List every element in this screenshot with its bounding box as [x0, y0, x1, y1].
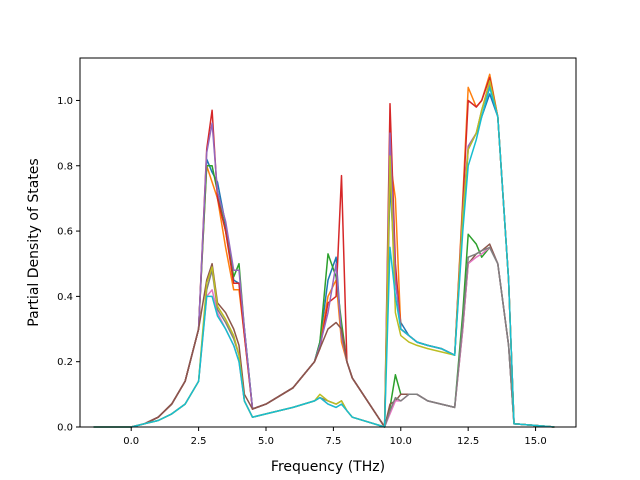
y-tick-label: 0.2: [57, 357, 73, 368]
x-tick-label: 2.5: [191, 436, 207, 447]
series-line-3: [93, 165, 555, 428]
y-tick-label: 0.0: [57, 423, 73, 434]
plot-lines: [93, 73, 555, 428]
x-tick-label: 7.5: [325, 436, 341, 447]
axes-frame: [79, 57, 577, 428]
series-line-10: [93, 86, 555, 428]
x-axis-ticks: 0.0 2.5 5.0 7.5 10.0 12.5 15.0: [123, 427, 547, 447]
x-axis-label: Frequency (THz): [271, 459, 385, 475]
y-axis-label: Partial Density of States: [26, 158, 42, 326]
y-tick-label: 1.0: [57, 96, 73, 107]
y-tick-label: 0.6: [57, 227, 73, 238]
x-tick-label: 12.5: [457, 436, 479, 447]
y-tick-label: 0.8: [57, 161, 73, 172]
series-line-1: [93, 93, 555, 428]
x-tick-label: 5.0: [258, 436, 274, 447]
x-tick-label: 10.0: [390, 436, 412, 447]
series-line-5: [93, 83, 555, 428]
y-axis-ticks: 0.0 0.2 0.4 0.6 0.8 1.0: [57, 96, 80, 434]
x-tick-label: 15.0: [524, 436, 546, 447]
y-tick-label: 0.4: [57, 292, 73, 303]
x-tick-label: 0.0: [123, 436, 139, 447]
